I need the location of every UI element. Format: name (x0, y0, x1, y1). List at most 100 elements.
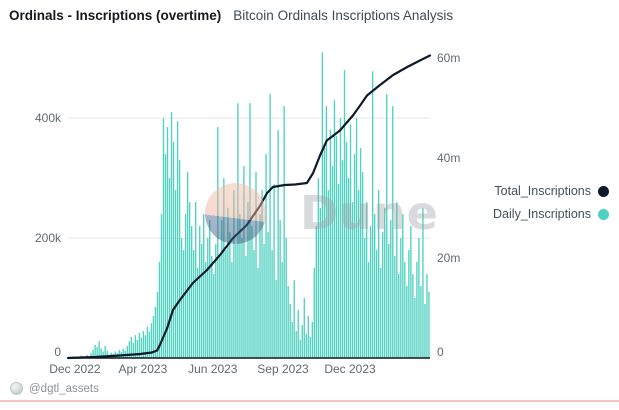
daily-inscriptions-bar (227, 208, 229, 358)
daily-inscriptions-bar (309, 337, 311, 358)
daily-inscriptions-bar (283, 106, 285, 358)
daily-inscriptions-bar (231, 262, 233, 358)
daily-inscriptions-bar (319, 208, 322, 358)
daily-inscriptions-bar (122, 349, 124, 358)
daily-inscriptions-bar (201, 244, 203, 358)
daily-inscriptions-bar (261, 190, 263, 358)
legend-item-total-inscriptions[interactable]: Total_Inscriptions (494, 184, 609, 198)
daily-inscriptions-bar (205, 262, 207, 358)
daily-inscriptions-bar (138, 332, 141, 358)
daily-inscriptions-bar (416, 262, 418, 358)
daily-inscriptions-bar (347, 178, 350, 358)
daily-inscriptions-bar (144, 335, 147, 358)
chart-legend: Total_Inscriptions Daily_Inscriptions (493, 184, 609, 221)
daily-inscriptions-bar (331, 166, 334, 358)
daily-inscriptions-bar (217, 127, 219, 359)
daily-inscriptions-bar (291, 322, 293, 358)
daily-inscriptions-bar (219, 256, 221, 358)
legend-dot-daily (598, 208, 609, 220)
globe-icon (10, 382, 23, 395)
daily-inscriptions-bar (376, 250, 378, 358)
daily-inscriptions-bar (255, 172, 257, 358)
daily-inscriptions-bar (315, 226, 318, 358)
daily-inscriptions-bar (424, 304, 426, 358)
daily-inscriptions-bar (235, 244, 237, 358)
daily-inscriptions-bar (404, 262, 406, 358)
daily-inscriptions-bar (299, 340, 301, 358)
x-axis-tick: Dec 2022 (49, 362, 101, 376)
daily-inscriptions-bar (279, 220, 281, 358)
daily-inscriptions-bar (136, 340, 139, 358)
daily-inscriptions-bar (392, 106, 394, 358)
daily-inscriptions-bar (154, 307, 157, 358)
author-handle: @dgtl_assets (29, 382, 99, 395)
daily-inscriptions-bar (422, 208, 424, 358)
daily-inscriptions-bar (394, 256, 396, 358)
daily-inscriptions-bar (104, 346, 106, 358)
legend-label: Daily_Inscriptions (493, 207, 591, 221)
daily-inscriptions-bar (406, 286, 408, 358)
daily-inscriptions-bar (337, 184, 340, 358)
daily-inscriptions-bar (327, 190, 330, 358)
daily-inscriptions-bar (156, 292, 159, 358)
daily-inscriptions-bar (182, 250, 185, 358)
daily-inscriptions-bar (197, 268, 199, 358)
daily-inscriptions-bar (229, 232, 231, 358)
daily-inscriptions-bar (271, 250, 273, 358)
daily-inscriptions-bar (371, 71, 374, 358)
daily-inscriptions-bar (158, 262, 161, 358)
daily-inscriptions-bar (410, 226, 412, 358)
daily-inscriptions-bar (243, 166, 245, 358)
daily-inscriptions-bar (275, 280, 277, 358)
daily-inscriptions-bar (237, 103, 239, 358)
x-axis-tick: Jun 2023 (188, 362, 238, 376)
daily-inscriptions-bar (339, 118, 342, 359)
y-axis-right-tick: 0 (437, 345, 444, 359)
daily-inscriptions-bar (94, 344, 96, 358)
daily-inscriptions-bar (295, 331, 297, 358)
daily-inscriptions-bar (373, 214, 376, 358)
daily-inscriptions-bar (126, 346, 128, 358)
daily-inscriptions-bar (390, 220, 392, 358)
daily-inscriptions-bar (265, 154, 267, 358)
daily-inscriptions-bar (414, 298, 416, 358)
daily-inscriptions-bar (408, 250, 410, 358)
daily-inscriptions-bar (140, 337, 143, 358)
daily-inscriptions-bar (365, 202, 368, 358)
daily-inscriptions-bar (253, 250, 255, 358)
daily-inscriptions-bar (301, 325, 303, 358)
daily-inscriptions-bar (335, 136, 338, 358)
daily-inscriptions-bar (329, 130, 332, 358)
chart-title: Ordinals - Inscriptions (overtime) (9, 8, 222, 23)
chart-subtitle: Bitcoin Ordinals Inscriptions Analysis (233, 8, 454, 23)
daily-inscriptions-bar (418, 238, 420, 358)
daily-inscriptions-bar (213, 274, 215, 358)
daily-inscriptions-bar (420, 286, 422, 358)
daily-inscriptions-bar (388, 244, 390, 358)
daily-inscriptions-bar (400, 238, 402, 358)
author-attribution: @dgtl_assets (10, 382, 99, 395)
daily-inscriptions-bar (386, 94, 388, 359)
daily-inscriptions-bar (188, 202, 191, 358)
daily-inscriptions-bar (359, 148, 362, 358)
daily-inscriptions-bar (398, 274, 400, 358)
daily-inscriptions-bar (207, 238, 209, 358)
daily-inscriptions-bar (211, 256, 213, 358)
daily-inscriptions-bar (307, 316, 309, 358)
daily-inscriptions-bar (281, 262, 283, 358)
daily-inscriptions-bar (426, 274, 428, 358)
daily-inscriptions-bar (134, 335, 137, 358)
daily-inscriptions-bar (345, 142, 348, 358)
daily-inscriptions-bar (297, 310, 299, 358)
daily-inscriptions-bar (378, 190, 380, 358)
x-axis-tick: Dec 2023 (324, 362, 376, 376)
daily-inscriptions-bar (303, 298, 305, 358)
daily-inscriptions-bar (192, 250, 195, 358)
daily-inscriptions-bar (225, 250, 227, 358)
daily-inscriptions-bar (380, 268, 382, 358)
legend-item-daily-inscriptions[interactable]: Daily_Inscriptions (493, 207, 609, 221)
daily-inscriptions-bar (239, 214, 241, 358)
daily-inscriptions-bar (402, 214, 404, 358)
daily-inscriptions-bar (313, 268, 316, 358)
